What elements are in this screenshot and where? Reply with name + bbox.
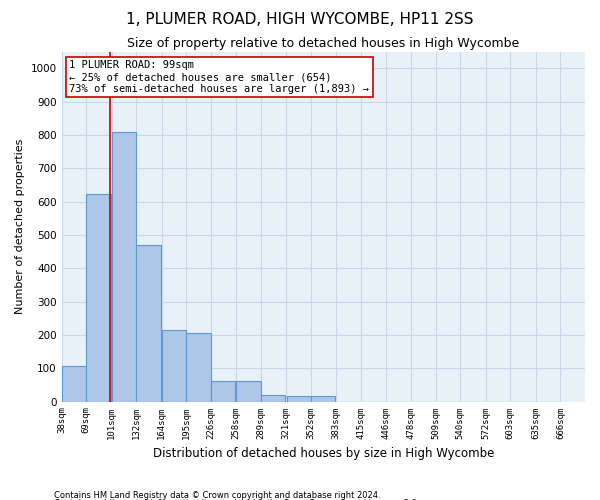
X-axis label: Distribution of detached houses by size in High Wycombe: Distribution of detached houses by size … (152, 447, 494, 460)
Bar (62, 366, 86, 402)
Text: 1, PLUMER ROAD, HIGH WYCOMBE, HP11 2SS: 1, PLUMER ROAD, HIGH WYCOMBE, HP11 2SS (126, 12, 474, 28)
Text: Contains HM Land Registry data © Crown copyright and database right 2024.: Contains HM Land Registry data © Crown c… (54, 490, 380, 500)
Bar (211, 380, 235, 402)
Title: Size of property relative to detached houses in High Wycombe: Size of property relative to detached ho… (127, 38, 520, 51)
Text: Contains public sector information licensed under the Open Government Licence v3: Contains public sector information licen… (54, 499, 419, 500)
Bar (136, 244, 161, 402)
Text: 1 PLUMER ROAD: 99sqm
← 25% of detached houses are smaller (654)
73% of semi-deta: 1 PLUMER ROAD: 99sqm ← 25% of detached h… (70, 60, 370, 94)
Bar (261, 395, 286, 402)
Y-axis label: Number of detached properties: Number of detached properties (15, 139, 25, 314)
Bar (86, 194, 110, 402)
Bar (187, 333, 211, 402)
Bar (236, 381, 261, 402)
Bar (112, 132, 136, 402)
Bar (287, 396, 311, 402)
Bar (311, 396, 335, 402)
Bar (162, 330, 186, 402)
